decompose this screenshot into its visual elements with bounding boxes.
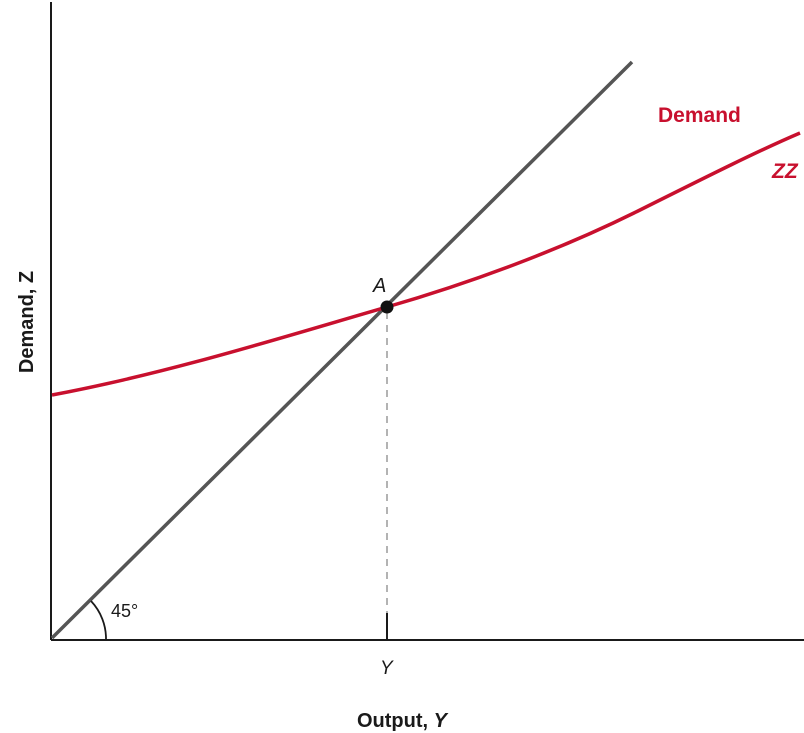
45-degree-angle-arc	[90, 600, 107, 641]
y-axis-title: Demand, Z	[16, 271, 38, 373]
equilibrium-output-tick-label: Y	[380, 658, 394, 679]
y-axis-title-text: Demand,	[16, 283, 38, 373]
45-degree-line	[50, 60, 634, 640]
zz-demand-curve	[51, 131, 801, 397]
demand-curve-label: Demand	[658, 104, 741, 127]
y-axis-title-symbol: Z	[16, 271, 38, 283]
x-axis-title: Output, Y	[357, 710, 449, 732]
equilibrium-point-a	[380, 300, 394, 314]
zz-curve-label: ZZ	[771, 160, 799, 183]
equilibrium-point-label: A	[372, 275, 386, 297]
x-axis-title-symbol: Y	[434, 710, 449, 732]
x-axis-title-text: Output,	[357, 710, 434, 732]
angle-label: 45°	[111, 601, 138, 621]
